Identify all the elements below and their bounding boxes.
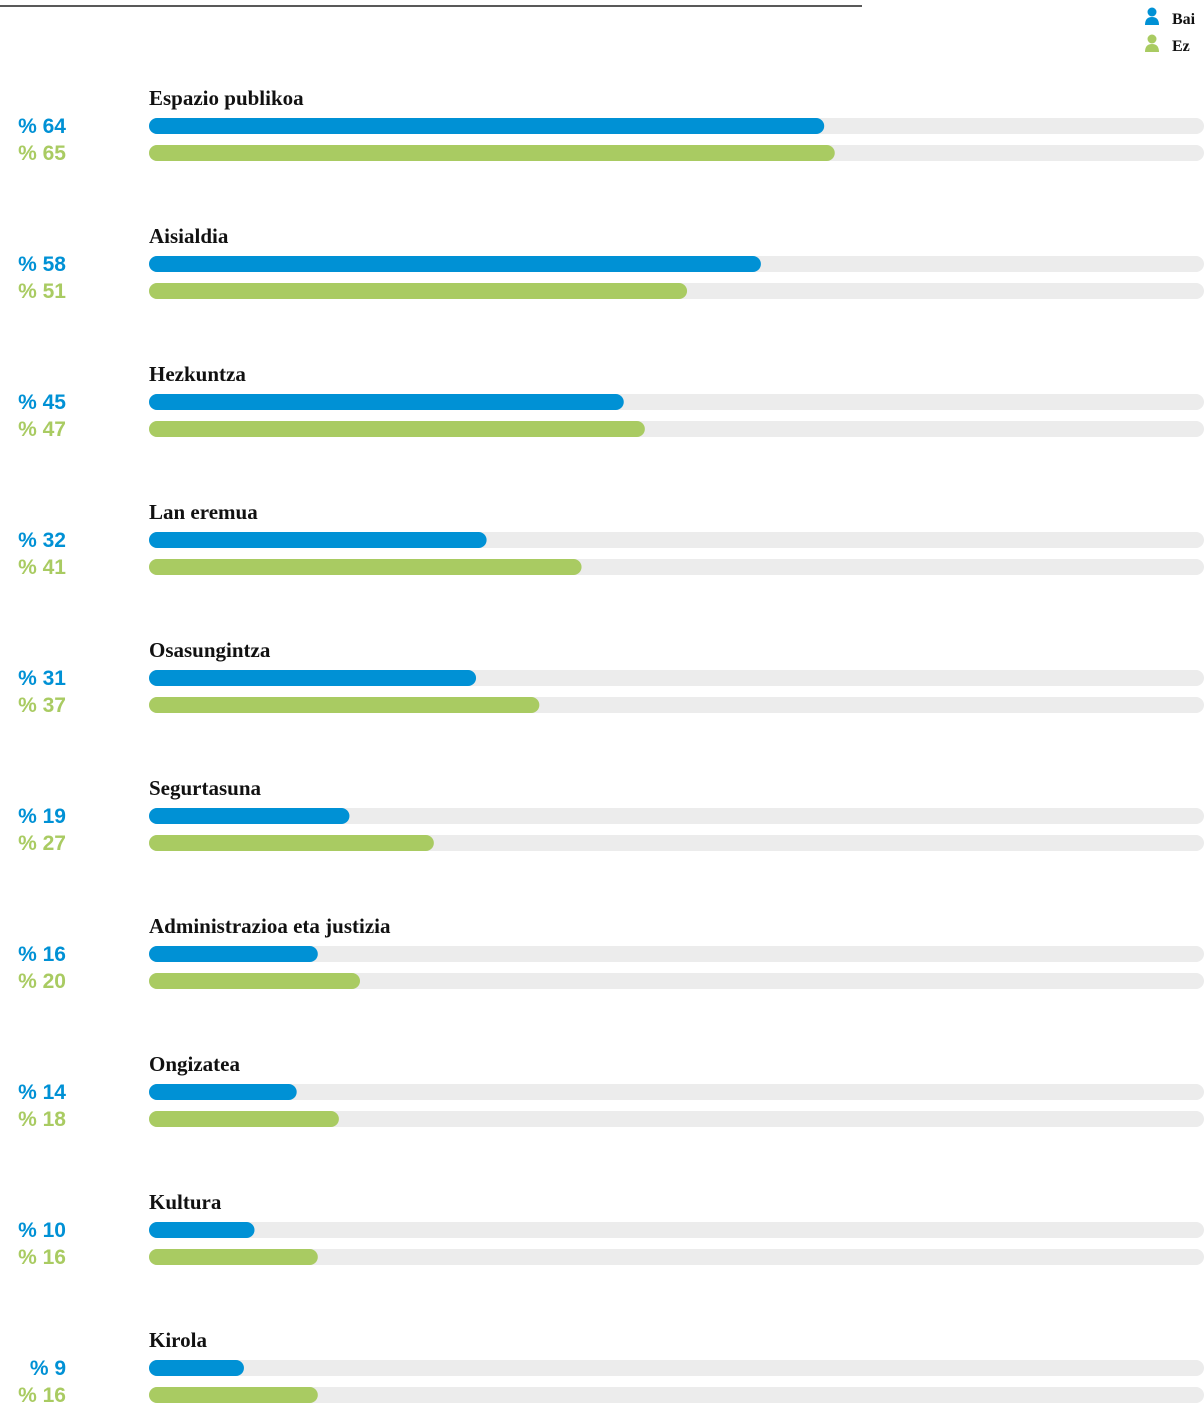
bar — [149, 118, 825, 134]
bar-track — [149, 1360, 1204, 1376]
bar — [149, 835, 434, 851]
bar-track — [149, 1111, 1204, 1127]
category-label: Kultura — [149, 1190, 222, 1214]
bar — [149, 808, 350, 824]
category-label: Hezkuntza — [149, 362, 246, 386]
bar-track — [149, 1387, 1204, 1403]
category-label: Osasungintza — [149, 638, 271, 662]
bar — [149, 670, 477, 686]
value-label: % 47 — [18, 418, 66, 441]
legend-icon — [1145, 44, 1159, 52]
value-label: % 65 — [18, 142, 66, 165]
category-label: Administrazioa eta justizia — [149, 914, 391, 938]
value-label: % 32 — [18, 529, 66, 552]
category-label: Espazio publikoa — [149, 86, 304, 110]
value-label: % 58 — [18, 253, 66, 276]
bar — [149, 421, 645, 437]
value-label: % 19 — [18, 805, 66, 828]
bar — [149, 283, 688, 299]
value-label: % 9 — [30, 1357, 66, 1380]
value-label: % 18 — [18, 1108, 66, 1131]
bar — [149, 145, 835, 161]
value-label: % 45 — [18, 391, 66, 414]
value-label: % 20 — [18, 970, 66, 993]
bar-track — [149, 1222, 1204, 1238]
value-label: % 41 — [18, 556, 66, 579]
legend-icon — [1145, 17, 1159, 25]
value-label: % 64 — [18, 115, 66, 138]
bar — [149, 1360, 244, 1376]
category-label: Aisialdia — [149, 224, 229, 248]
legend-icon — [1147, 7, 1157, 17]
bar — [149, 256, 761, 272]
bar-track — [149, 1249, 1204, 1265]
bar — [149, 1222, 255, 1238]
bar — [149, 1084, 297, 1100]
value-label: % 16 — [18, 1246, 66, 1269]
value-label: % 16 — [18, 1384, 66, 1407]
bar — [149, 1111, 339, 1127]
bar-track — [149, 1084, 1204, 1100]
legend-icon — [1147, 34, 1157, 44]
category-label: Kirola — [149, 1328, 207, 1352]
legend-label: Bai — [1172, 11, 1196, 28]
bar — [149, 532, 487, 548]
category-label: Lan eremua — [149, 500, 258, 524]
category-label: Ongizatea — [149, 1052, 240, 1076]
value-label: % 27 — [18, 832, 66, 855]
bar — [149, 973, 360, 989]
value-label: % 14 — [18, 1081, 66, 1104]
bar — [149, 697, 540, 713]
bar — [149, 559, 582, 575]
bar — [149, 1249, 318, 1265]
value-label: % 10 — [18, 1219, 66, 1242]
bar-track — [149, 973, 1204, 989]
value-label: % 16 — [18, 943, 66, 966]
bar-track — [149, 946, 1204, 962]
value-label: % 51 — [18, 280, 66, 303]
bar-track — [149, 808, 1204, 824]
value-label: % 37 — [18, 694, 66, 717]
bar — [149, 946, 318, 962]
bar — [149, 394, 624, 410]
bar — [149, 1387, 318, 1403]
legend-label: Ez — [1172, 38, 1190, 55]
value-label: % 31 — [18, 667, 66, 690]
category-label: Segurtasuna — [149, 776, 262, 800]
